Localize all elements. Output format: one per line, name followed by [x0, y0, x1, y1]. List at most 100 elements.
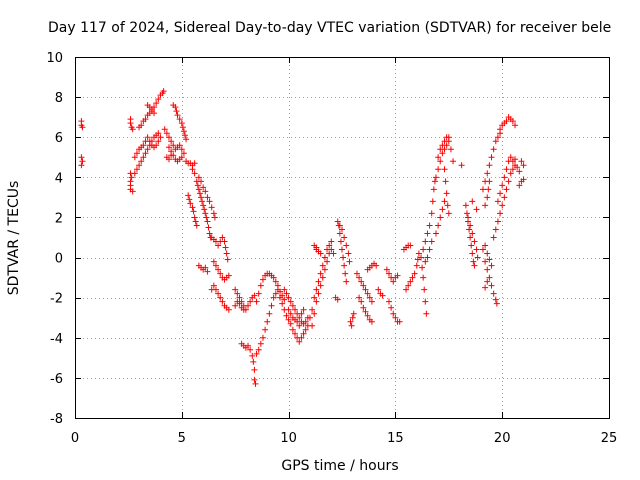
data-point	[285, 306, 292, 313]
data-point	[340, 254, 347, 261]
data-point	[428, 238, 435, 245]
data-point	[441, 138, 448, 145]
data-point	[136, 162, 143, 169]
data-point	[390, 278, 397, 285]
data-point	[285, 316, 292, 323]
data-point	[442, 178, 449, 185]
data-point	[443, 190, 450, 197]
data-point	[173, 108, 180, 115]
data-point	[198, 194, 205, 201]
data-point	[153, 100, 160, 107]
data-point	[390, 310, 397, 317]
data-point	[319, 262, 326, 269]
data-point	[364, 312, 371, 319]
data-point	[234, 290, 241, 297]
data-point	[503, 186, 510, 193]
data-point	[155, 96, 162, 103]
data-point	[394, 272, 401, 279]
data-point	[283, 312, 290, 319]
data-point	[187, 200, 194, 207]
data-point	[388, 304, 395, 311]
data-point	[195, 174, 202, 181]
data-points	[78, 88, 527, 387]
data-point	[463, 210, 470, 217]
data-point	[413, 262, 420, 269]
data-point	[362, 286, 369, 293]
data-point	[346, 258, 353, 265]
data-point	[224, 256, 231, 263]
data-point	[259, 334, 266, 341]
data-point	[317, 282, 324, 289]
data-point	[185, 192, 192, 199]
data-point	[251, 366, 258, 373]
data-point	[172, 104, 179, 111]
data-point	[482, 284, 489, 291]
y-axis-label: SDTVAR / TECUs	[6, 181, 22, 296]
data-point	[484, 278, 491, 285]
data-point	[356, 294, 363, 301]
data-point	[383, 266, 390, 273]
data-point	[183, 136, 190, 143]
data-point	[155, 138, 162, 145]
data-point	[520, 176, 527, 183]
x-tick-label: 5	[178, 431, 186, 446]
data-point	[251, 292, 258, 299]
data-point	[277, 288, 284, 295]
data-point	[422, 258, 429, 265]
data-point	[311, 294, 318, 301]
data-point	[441, 198, 448, 205]
data-point	[200, 184, 207, 191]
data-point	[236, 300, 243, 307]
data-point	[79, 124, 86, 131]
data-point	[392, 314, 399, 321]
data-point	[516, 182, 523, 189]
data-point	[245, 342, 252, 349]
data-point	[300, 330, 307, 337]
data-point	[348, 322, 355, 329]
data-point	[289, 326, 296, 333]
data-point	[274, 282, 281, 289]
data-point	[368, 318, 375, 325]
data-point	[486, 178, 493, 185]
data-point	[298, 334, 305, 341]
data-point	[407, 242, 414, 249]
data-point	[358, 298, 365, 305]
data-point	[426, 246, 433, 253]
data-point	[221, 238, 228, 245]
data-point	[486, 162, 493, 169]
data-point	[279, 300, 286, 307]
data-point	[418, 254, 425, 261]
data-point	[353, 270, 360, 277]
data-point	[219, 234, 226, 241]
data-point	[292, 330, 299, 337]
data-point	[319, 274, 326, 281]
data-point	[362, 308, 369, 315]
data-point	[223, 250, 230, 257]
data-point	[287, 298, 294, 305]
data-point	[270, 274, 277, 281]
data-point	[488, 282, 495, 289]
chart-title: Day 117 of 2024, Sidereal Day-to-day VTE…	[48, 20, 611, 36]
data-point	[270, 294, 277, 301]
data-point	[208, 286, 215, 293]
data-point	[317, 270, 324, 277]
data-point	[336, 230, 343, 237]
data-point	[287, 320, 294, 327]
data-point	[153, 142, 160, 149]
data-point	[494, 218, 501, 225]
data-point	[191, 214, 198, 221]
data-point	[264, 318, 271, 325]
data-point	[407, 278, 414, 285]
data-point	[492, 138, 499, 145]
data-point	[142, 116, 149, 123]
data-point	[252, 380, 259, 387]
data-point	[190, 208, 197, 215]
y-tick-label: 2	[55, 211, 63, 226]
data-point	[473, 246, 480, 253]
data-point	[486, 274, 493, 281]
data-point	[485, 186, 492, 193]
data-point	[163, 130, 170, 137]
data-point	[179, 124, 186, 131]
data-point	[360, 304, 367, 311]
